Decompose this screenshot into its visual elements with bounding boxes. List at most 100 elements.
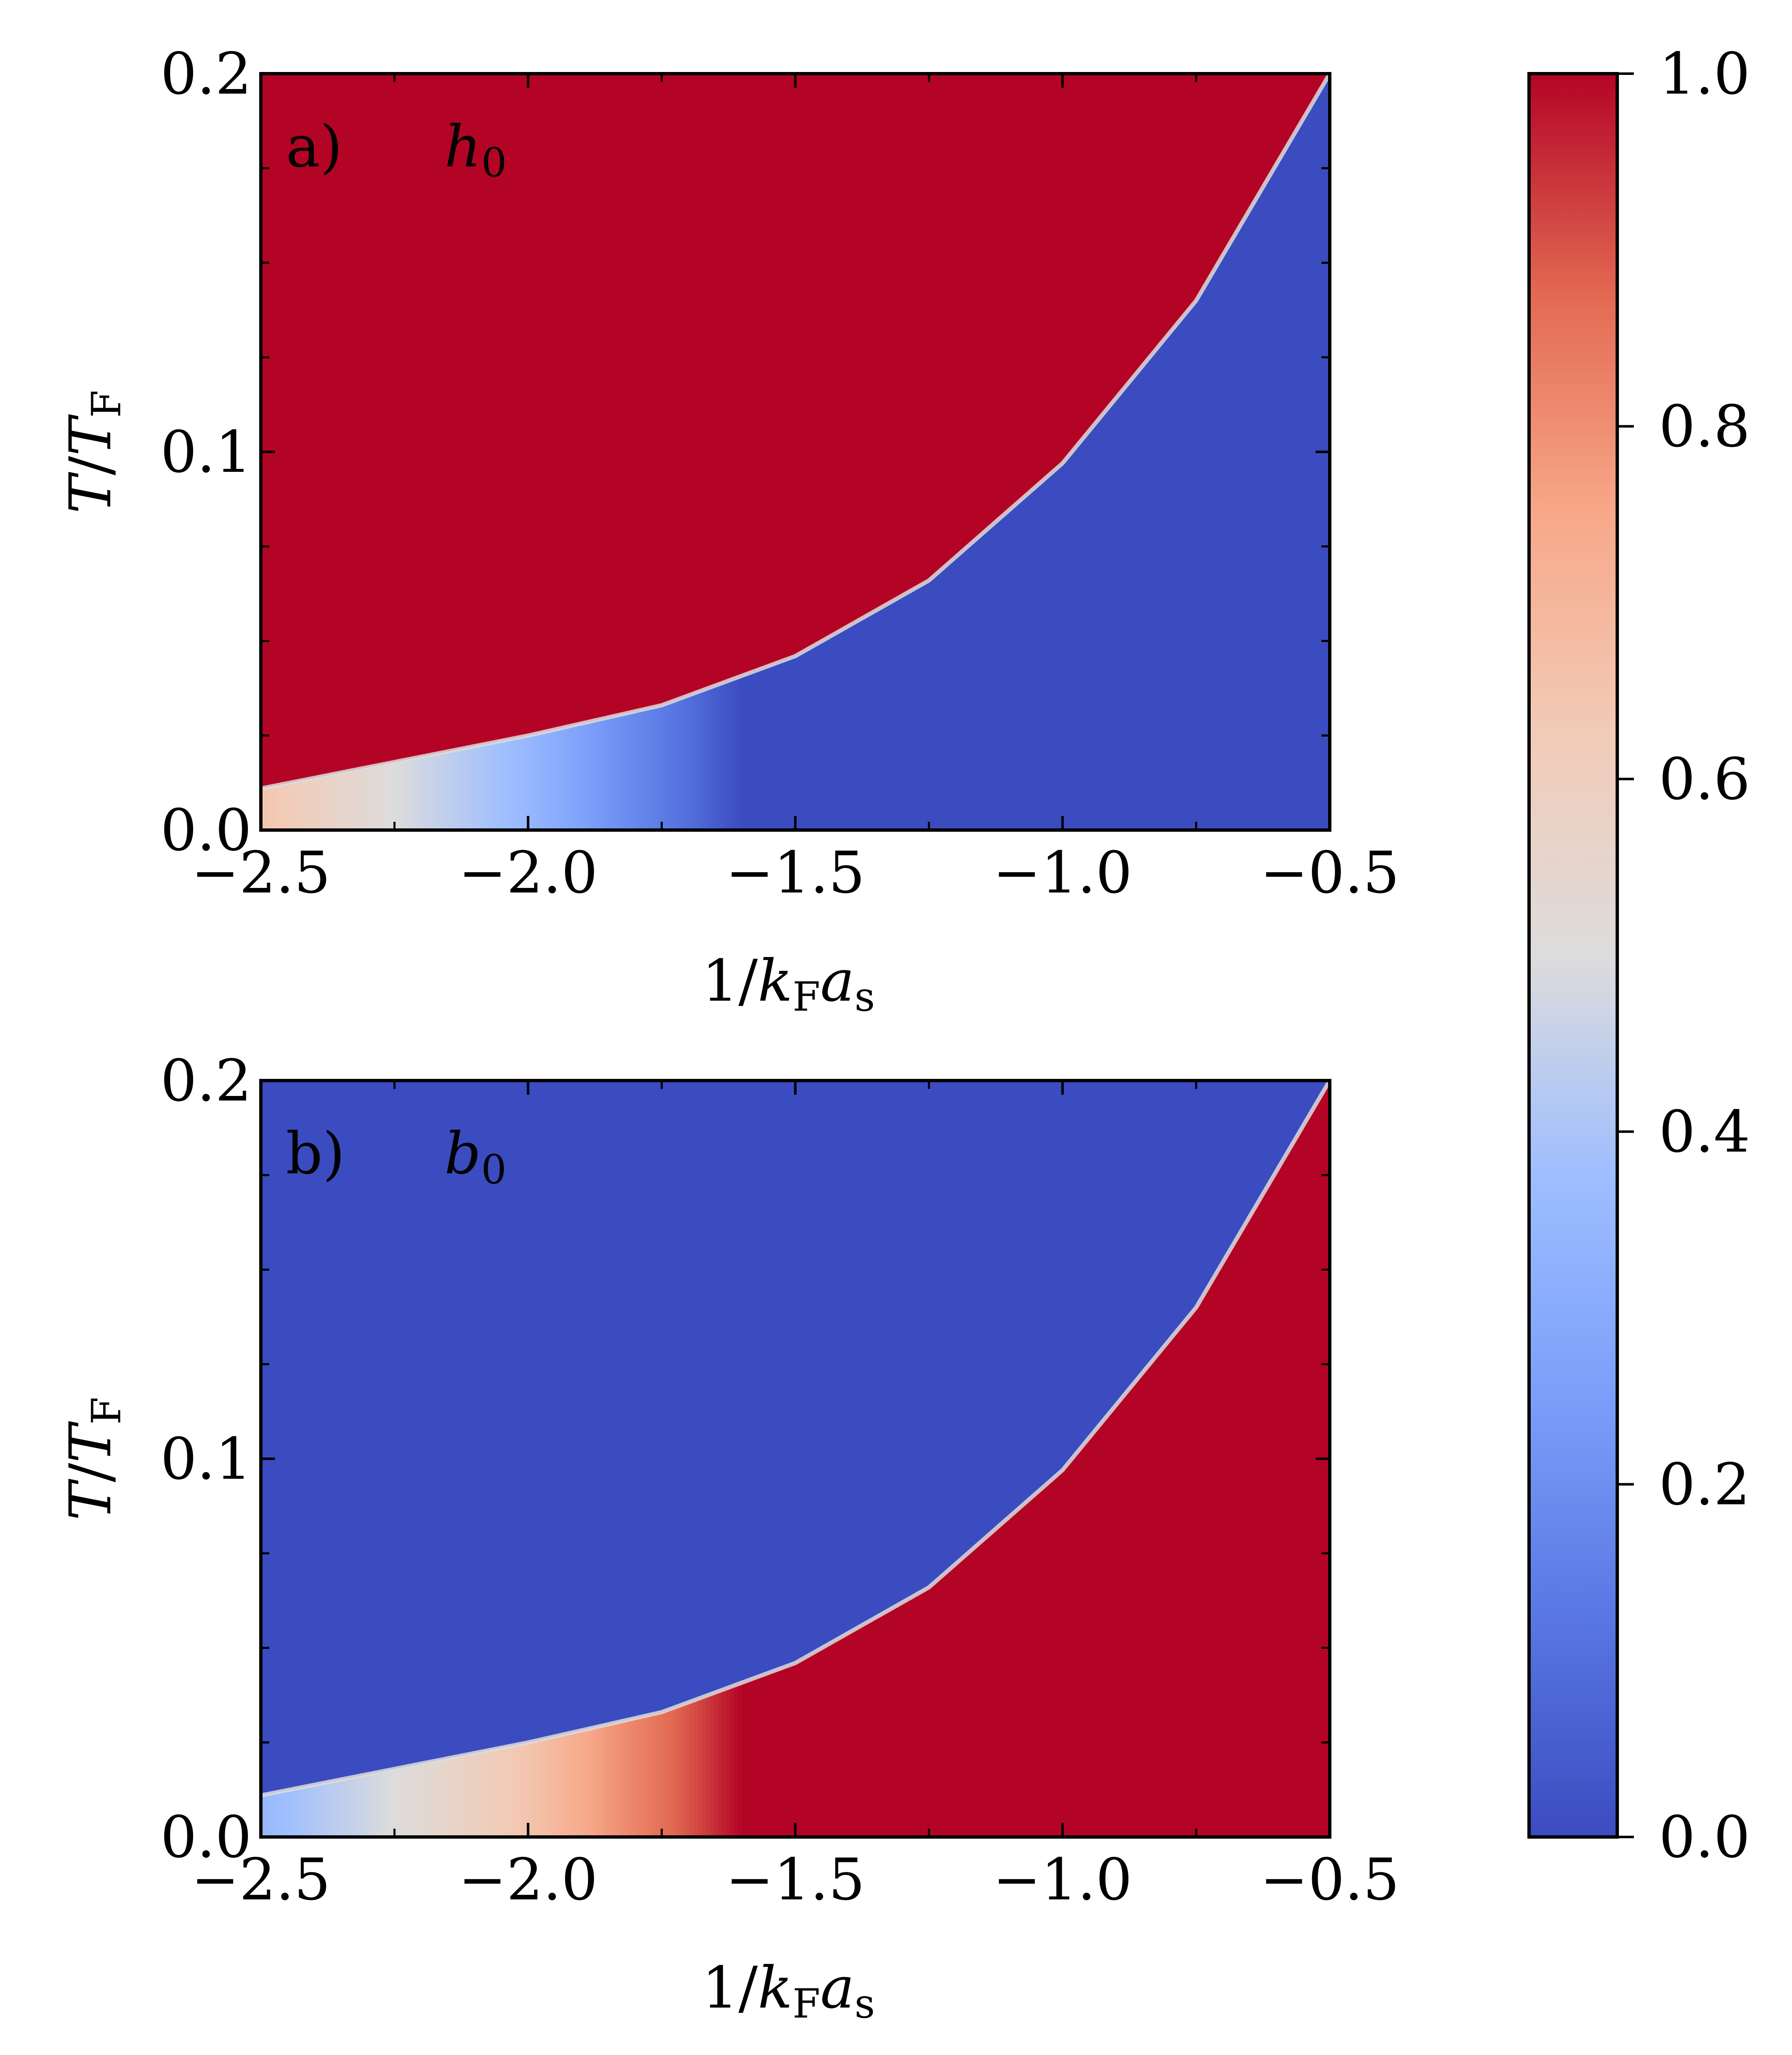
panel-b-strip-cell [557, 1735, 562, 1837]
panel-a-heatmap [261, 74, 1330, 830]
panel-b-strip-cell [489, 1749, 494, 1837]
panel-b-strip-cell [357, 1775, 362, 1837]
panel-a-strip-cell [357, 768, 362, 830]
panel-b-ytick-label: 0.0 [161, 1804, 252, 1871]
panel-b-strip-cell [738, 1683, 742, 1837]
panel-b-strip-cell [469, 1753, 474, 1837]
panel-a-xtick-label: −1.5 [726, 839, 865, 906]
panel-a-strip-cell [565, 726, 570, 830]
panel-a-strip-cell [477, 745, 482, 830]
panel-b-strip-cell [633, 1718, 638, 1837]
panel-b-strip-cell [533, 1740, 538, 1837]
panel-b-strip-cell [453, 1756, 458, 1837]
panel-b-xlabel: 1/kFas [702, 1954, 875, 2027]
panel-b-strip-cell [698, 1697, 702, 1837]
ylabel-b-F: F [83, 1397, 130, 1425]
panel-a-strip-cell [630, 711, 634, 830]
colorbar-tick-label: 1.0 [1659, 40, 1750, 107]
panel-a-strip-cell [517, 736, 522, 830]
colorbar: 0.0 0.2 0.4 0.6 0.8 1.0 [1527, 40, 1750, 1871]
panel-b-strip-cell [305, 1786, 310, 1837]
panel-b-strip-cell [301, 1787, 305, 1837]
panel-a-strip-cell [549, 729, 554, 830]
panel-a-strip-cell [537, 732, 542, 830]
panel-a-strip-cell [345, 771, 349, 830]
panel-a-strip-cell [317, 776, 322, 830]
panel-b-xtick-label: −2.0 [459, 1846, 598, 1913]
panel-a-strip-cell [734, 677, 739, 830]
panel-b-strip-cell [397, 1767, 402, 1837]
panel-b-strip-cell [569, 1732, 574, 1837]
panel-a-strip-cell [361, 768, 366, 830]
panel-a-strip-cell [714, 684, 719, 830]
panel-a-strip-cell [313, 777, 317, 830]
panel-b-strip-cell [654, 1713, 658, 1837]
panel-a-strip-cell [593, 719, 598, 830]
panel-b-strip-cell [465, 1754, 470, 1837]
panel-a-strip-cell [541, 731, 546, 830]
panel-a-strip-cell [329, 774, 334, 830]
panel-a-strip-cell [341, 771, 346, 830]
panel-b-strip-cell [373, 1772, 378, 1837]
panel-a-strip-cell [305, 779, 310, 830]
panel-a-strip-cell [581, 722, 586, 830]
panel-a-region-below [261, 74, 1330, 830]
panel-b-strip-cell [718, 1690, 722, 1837]
panel-b-strip-cell [597, 1725, 602, 1837]
panel-b-strip-cell [337, 1779, 342, 1837]
panel-b-strip-cell [529, 1741, 534, 1837]
panel-b-strip-cell [385, 1770, 390, 1837]
panel-b-strip-cell [449, 1757, 454, 1837]
panel-a-strip-cell [369, 766, 374, 830]
panel-b-ytick-label: 0.1 [161, 1425, 252, 1492]
panel-b-strip-cell [493, 1748, 498, 1837]
panel-a-strip-cell [385, 763, 390, 830]
panel-a-strip-cell [701, 689, 706, 830]
panel-a-strip-cell [657, 705, 662, 830]
panel-a-strip-cell [273, 785, 278, 830]
panel-a-strip-cell [662, 704, 666, 830]
panel-b-strip-cell [441, 1759, 446, 1837]
panel-a-strip-cell [642, 709, 646, 830]
xlabel-b-k: k [758, 1954, 793, 2021]
panel-a-strip-cell [585, 721, 590, 830]
panel-b-strip-cell [413, 1764, 418, 1837]
panel-b: −2.5 −2.0 −1.5 −1.0 −0.50.00.10.2 b) b0 1/kF… [57, 1047, 1400, 2027]
panel-b-strip-cell [481, 1751, 486, 1837]
panel-a-strip-cell [529, 734, 534, 830]
panel-a-strip-cell [721, 682, 726, 830]
panel-b-strip-cell [433, 1760, 438, 1837]
panel-a-strip-cell [726, 680, 731, 830]
panel-a-strip-cell [409, 758, 414, 830]
panel-a-ytick-label: 0.0 [161, 797, 252, 864]
panel-b-strip-cell [309, 1785, 314, 1837]
panel-a-strip-cell [405, 759, 410, 830]
panel-a-strip-cell [289, 782, 294, 830]
panel-b-strip-cell [637, 1716, 642, 1837]
panel-a-strip-cell [481, 744, 486, 830]
panel-b-strip-cell [682, 1703, 687, 1837]
panel-a-strip-cell [605, 717, 610, 830]
panel-a-strip-cell [689, 693, 694, 830]
panel-a-strip-cell [677, 698, 682, 830]
xlabel-a-k: k [758, 947, 793, 1014]
panel-a-strip-cell [637, 709, 642, 830]
panel-b-strip-cell [622, 1720, 626, 1837]
colorbar-frame [1527, 72, 1619, 1839]
panel-b-strip-cell [365, 1774, 370, 1837]
panel-b-strip-cell [377, 1771, 382, 1837]
colorbar-tick-label: 0.4 [1659, 1098, 1750, 1165]
panel-a-strip-cell [674, 699, 678, 830]
panel-a-strip-cell [445, 751, 450, 830]
panel-a-strip-cell [669, 701, 674, 830]
panel-a-strip-cell [349, 770, 354, 830]
panel-a: −2.5 −2.0 −1.5 −1.0 −0.50.00.10.2 a) h0 1/kF… [57, 40, 1400, 1020]
panel-b-strip-cell [649, 1714, 654, 1837]
panel-a-strip-cell [622, 713, 626, 830]
xlabel-b-F: F [793, 1981, 820, 2027]
panel-b-quantity-symbol: b [444, 1120, 481, 1187]
panel-b-ylabel: T/TF [57, 1397, 130, 1520]
panel-a-strip-cell [645, 708, 650, 830]
panel-b-strip-cell [461, 1755, 466, 1837]
panel-a-strip-cell [610, 716, 614, 830]
